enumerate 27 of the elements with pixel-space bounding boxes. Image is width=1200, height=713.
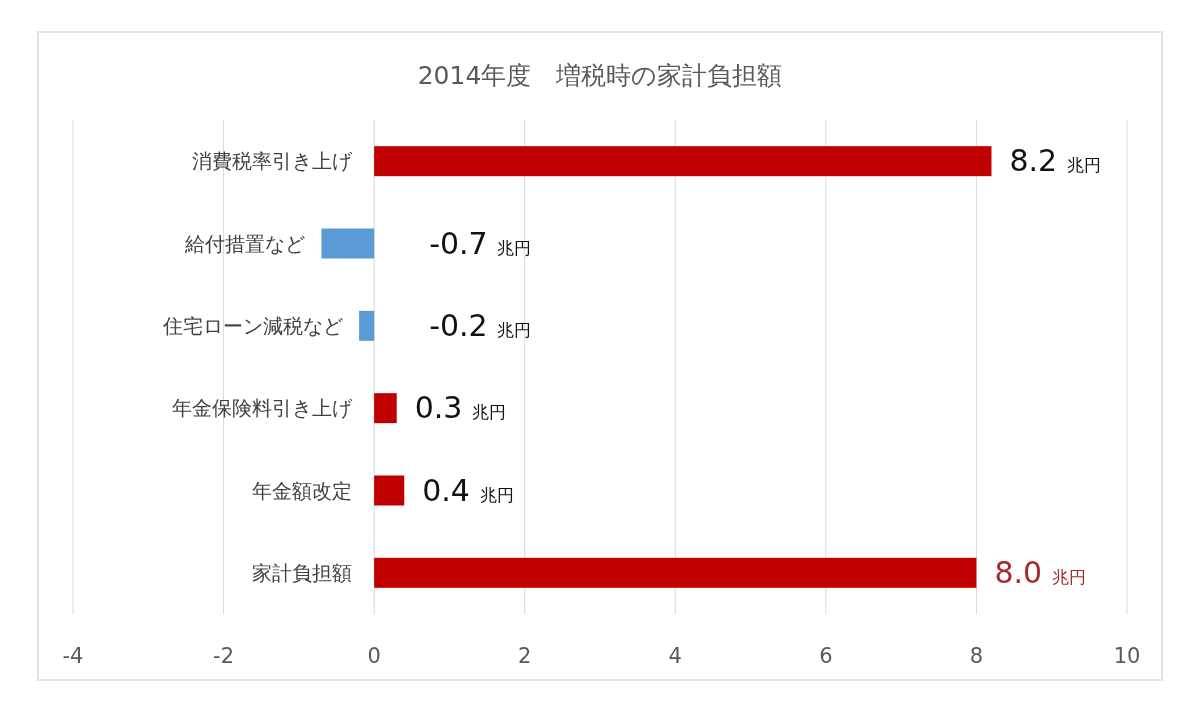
y-tick-label: 家計負担額 bbox=[252, 560, 352, 585]
data-label: 0.4 兆円 bbox=[422, 472, 514, 508]
x-tick-label: 0 bbox=[367, 644, 381, 668]
y-tick-label: 年金保険料引き上げ bbox=[172, 396, 353, 421]
bar bbox=[374, 475, 405, 506]
bar bbox=[374, 146, 992, 177]
chart-title: 2014年度 増税時の家計負担額 bbox=[417, 61, 783, 90]
data-label: -0.2 兆円 bbox=[429, 307, 532, 343]
bar bbox=[374, 557, 977, 588]
x-tick-label: 10 bbox=[1113, 644, 1141, 668]
bar bbox=[359, 310, 375, 341]
x-tick-label: 8 bbox=[969, 644, 984, 668]
y-tick-label: 給付措置など bbox=[184, 231, 306, 256]
y-tick-label: 年金額改定 bbox=[252, 478, 352, 503]
x-tick-label: 4 bbox=[668, 644, 682, 668]
x-tick-label: 2 bbox=[518, 644, 532, 668]
bar bbox=[321, 228, 375, 259]
x-tick-label: -2 bbox=[213, 644, 235, 668]
data-label: 0.3 兆円 bbox=[414, 390, 506, 426]
data-label: -0.7 兆円 bbox=[429, 225, 532, 261]
data-label: 8.0 兆円 bbox=[994, 554, 1086, 590]
y-tick-label: 住宅ローン減税など bbox=[162, 313, 344, 338]
bar bbox=[374, 393, 397, 424]
x-tick-label: -4 bbox=[62, 644, 84, 668]
y-tick-label: 消費税率引き上げ bbox=[192, 149, 353, 174]
data-label: 8.2 兆円 bbox=[1009, 143, 1101, 179]
x-tick-label: 6 bbox=[819, 644, 833, 668]
